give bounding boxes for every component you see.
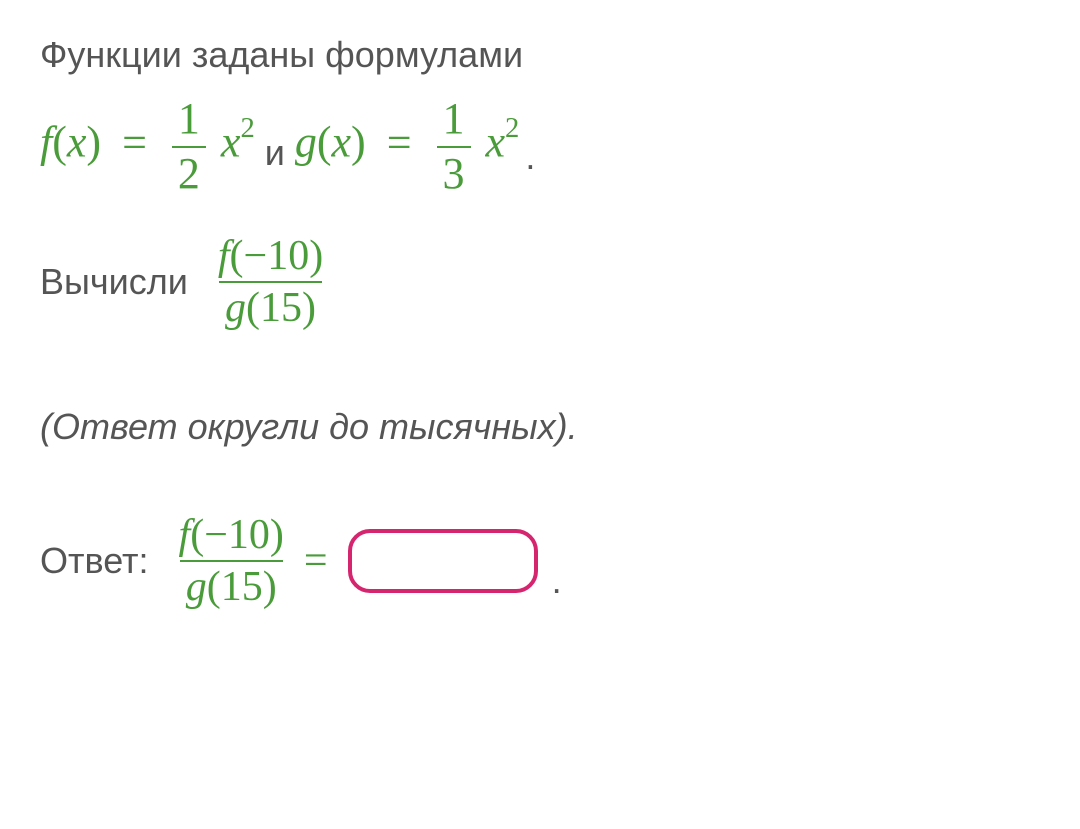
f-exponent: 2 xyxy=(240,113,254,144)
f-var: x xyxy=(67,118,87,167)
g-fraction: 1 3 xyxy=(437,95,471,198)
answer-period: . xyxy=(552,556,562,606)
f-frac-den: 2 xyxy=(172,146,206,198)
g-frac-num: 1 xyxy=(437,95,471,145)
g-frac-den: 3 xyxy=(437,146,471,198)
compute-row: Вычисли f(−10) g(15) xyxy=(40,233,1040,331)
compute-frac: f(−10) g(15) xyxy=(212,233,329,331)
formula-f: f(x) = 1 2 x2 xyxy=(40,95,255,198)
f-rhs-var: x xyxy=(221,118,241,167)
f-fn: f xyxy=(40,118,52,167)
intro-label: Функции заданы формулами xyxy=(40,30,523,80)
answer-fraction: f(−10) g(15) xyxy=(169,512,294,610)
compute-den: g(15) xyxy=(219,281,322,331)
answer-den-fn: g xyxy=(186,564,207,610)
compute-den-fn: g xyxy=(225,285,246,331)
g-fn: g xyxy=(295,118,317,167)
formulas-row: f(x) = 1 2 x2 и g(x) = 1 3 x2 . xyxy=(40,95,1040,198)
round-hint-row: (Ответ округли до тысячных). xyxy=(40,402,1040,452)
answer-den-arg: 15 xyxy=(221,564,263,610)
connector-word: и xyxy=(265,128,285,178)
answer-num-fn: f xyxy=(179,512,191,558)
answer-num: f(−10) xyxy=(173,512,290,560)
equals-sign: = xyxy=(122,118,147,167)
equals-sign: = xyxy=(387,118,412,167)
answer-input-box[interactable] xyxy=(348,529,538,593)
answer-num-arg: −10 xyxy=(204,512,270,558)
close-paren: ) xyxy=(86,118,101,167)
g-var: x xyxy=(332,118,352,167)
formula-g: g(x) = 1 3 x2 xyxy=(295,95,520,198)
answer-row: Ответ: f(−10) g(15) = . xyxy=(40,512,1040,610)
close-paren: ) xyxy=(351,118,366,167)
round-hint-text: (Ответ округли до тысячных). xyxy=(40,402,578,452)
open-paren: ( xyxy=(52,118,67,167)
answer-equals: = xyxy=(304,532,328,591)
g-rhs-var: x xyxy=(486,118,506,167)
intro-text: Функции заданы формулами xyxy=(40,30,1040,80)
answer-label: Ответ: xyxy=(40,536,149,586)
g-exponent: 2 xyxy=(505,113,519,144)
compute-num: f(−10) xyxy=(212,233,329,281)
compute-label: Вычисли xyxy=(40,257,188,307)
compute-den-arg: 15 xyxy=(260,285,302,331)
compute-fraction: f(−10) g(15) xyxy=(208,233,333,331)
compute-num-fn: f xyxy=(218,233,230,279)
formula-period: . xyxy=(525,132,535,182)
open-paren: ( xyxy=(317,118,332,167)
answer-den: g(15) xyxy=(180,560,283,610)
f-fraction: 1 2 xyxy=(172,95,206,198)
compute-num-arg: −10 xyxy=(244,233,310,279)
f-frac-num: 1 xyxy=(172,95,206,145)
answer-frac: f(−10) g(15) xyxy=(173,512,290,610)
